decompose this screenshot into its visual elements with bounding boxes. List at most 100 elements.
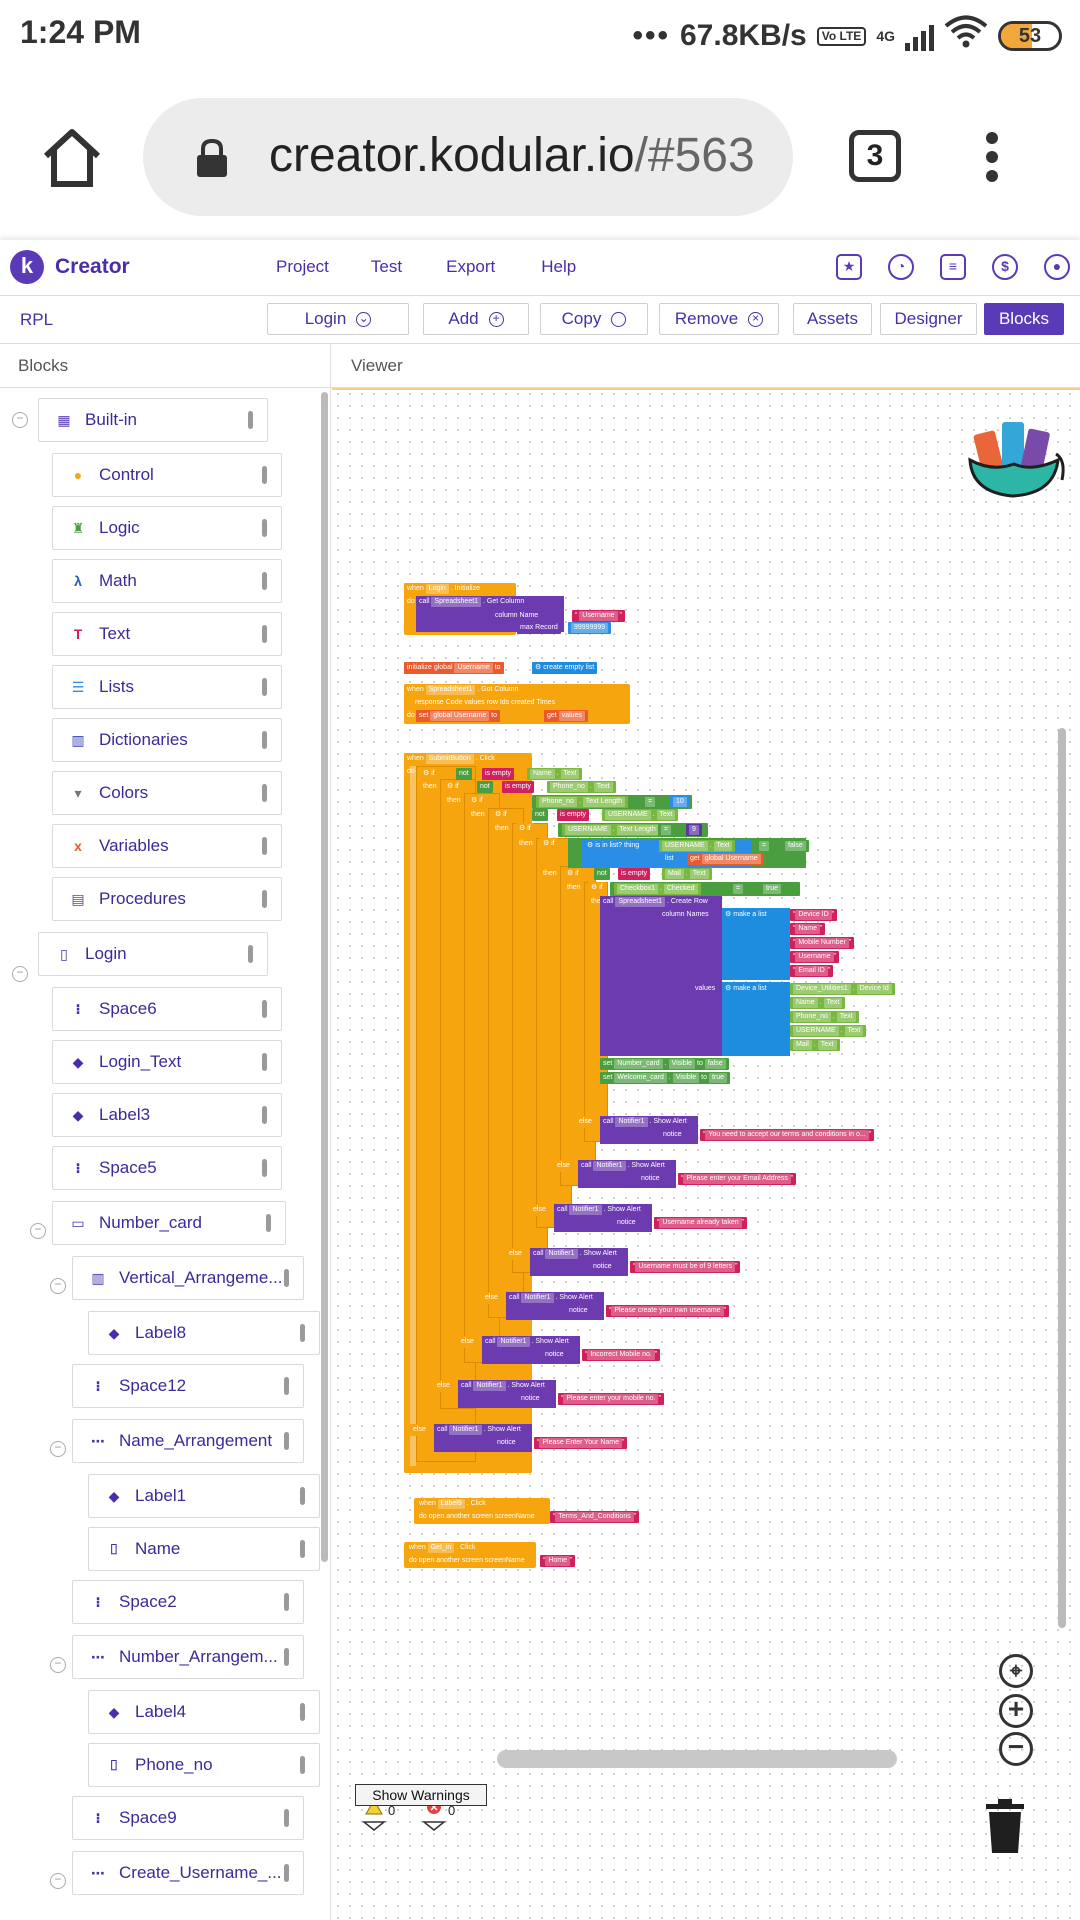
zoom-out-icon[interactable]: − bbox=[999, 1732, 1033, 1766]
blocks-button[interactable]: Blocks bbox=[984, 303, 1064, 335]
name-text-getter[interactable]: Name . Text bbox=[790, 997, 846, 1009]
tab-switcher-button[interactable]: 3 bbox=[849, 130, 901, 182]
tree-item-name[interactable]: ⌷ Name bbox=[88, 1527, 320, 1571]
tree-item-label1[interactable]: ◆ Label1 bbox=[88, 1474, 320, 1518]
tree-item-variables[interactable]: x Variables bbox=[52, 824, 282, 868]
number-ten-block[interactable]: 10 bbox=[670, 796, 690, 808]
set-welcome-card-visible[interactable]: set Welcome_card . Visible to true bbox=[600, 1072, 731, 1084]
backpack-icon[interactable] bbox=[962, 402, 1072, 502]
initialize-global-block[interactable]: initialize global Username to bbox=[404, 662, 504, 674]
drag-handle-icon[interactable] bbox=[262, 1053, 267, 1071]
is-empty-block[interactable]: is empty bbox=[502, 781, 535, 793]
not-block[interactable]: not bbox=[594, 868, 610, 880]
alert-message-string[interactable]: “Please Enter Your Name” bbox=[534, 1437, 628, 1449]
tree-item-space9[interactable]: ⁝ Space9 bbox=[72, 1796, 304, 1840]
kodular-logo[interactable]: k bbox=[10, 250, 44, 284]
checkbox-checked-getter[interactable]: Checkbox1 . Checked bbox=[614, 883, 701, 895]
col-item-string[interactable]: “Mobile Number” bbox=[790, 937, 855, 949]
drag-handle-icon[interactable] bbox=[248, 411, 253, 429]
open-screen-terms[interactable]: do open another screen screenName bbox=[416, 1511, 538, 1523]
tree-item-built-in[interactable]: ▦ Built-in bbox=[38, 398, 268, 442]
true-block[interactable]: true bbox=[760, 883, 785, 895]
username-text-getter[interactable]: USERNAME . Text bbox=[602, 809, 679, 821]
collapse-toggle-icon[interactable]: − bbox=[12, 966, 28, 982]
assets-button[interactable]: Assets bbox=[793, 303, 872, 335]
username-length-getter[interactable]: USERNAME . Text Length bbox=[562, 824, 662, 836]
address-bar[interactable]: creator.kodular.io/#563 bbox=[143, 98, 793, 216]
tree-item-number-arrangem[interactable]: ⋯ Number_Arrangem... bbox=[72, 1635, 304, 1679]
drag-handle-icon[interactable] bbox=[284, 1864, 289, 1882]
drag-handle-icon[interactable] bbox=[262, 1000, 267, 1018]
is-empty-block[interactable]: is empty bbox=[482, 768, 515, 780]
trash-icon[interactable] bbox=[984, 1798, 1026, 1854]
drag-handle-icon[interactable] bbox=[300, 1324, 305, 1342]
is-empty-block[interactable]: is empty bbox=[618, 868, 651, 880]
collapse-toggle-icon[interactable]: − bbox=[50, 1441, 66, 1457]
alert-message-string[interactable]: “Username already taken” bbox=[654, 1217, 747, 1229]
folder-star-icon[interactable]: ★ bbox=[836, 254, 862, 280]
drag-handle-icon[interactable] bbox=[262, 625, 267, 643]
col-item-string[interactable]: “Email ID” bbox=[790, 965, 834, 977]
show-warnings-button[interactable]: Show Warnings bbox=[355, 1784, 487, 1806]
tree-item-login-text[interactable]: ◆ Login_Text bbox=[52, 1040, 282, 1084]
tree-item-phone-no[interactable]: ⌷ Phone_no bbox=[88, 1743, 320, 1787]
create-empty-list-block[interactable]: ⚙ create empty list bbox=[532, 662, 598, 674]
tree-item-label8[interactable]: ◆ Label8 bbox=[88, 1311, 320, 1355]
collapse-toggle-icon[interactable]: − bbox=[50, 1278, 66, 1294]
equals-operator[interactable]: = bbox=[658, 824, 675, 836]
zoom-in-icon[interactable]: + bbox=[999, 1694, 1033, 1728]
tree-item-space5[interactable]: ⁝ Space5 bbox=[52, 1146, 282, 1190]
mail-text-getter[interactable]: Mail . Text bbox=[662, 868, 712, 880]
drag-handle-icon[interactable] bbox=[262, 466, 267, 484]
drag-handle-icon[interactable] bbox=[248, 945, 253, 963]
set-number-card-visible[interactable]: set Number_card . Visible to false bbox=[600, 1058, 729, 1070]
tree-item-colors[interactable]: ▾ Colors bbox=[52, 771, 282, 815]
tree-item-login[interactable]: ▯ Login bbox=[38, 932, 268, 976]
tree-item-create-username[interactable]: ⋯ Create_Username_... bbox=[72, 1851, 304, 1895]
is-empty-block[interactable]: is empty bbox=[557, 809, 590, 821]
drag-handle-icon[interactable] bbox=[300, 1487, 305, 1505]
screen-selector[interactable]: Login ⌄ bbox=[267, 303, 409, 335]
add-screen-button[interactable]: Add + bbox=[423, 303, 529, 335]
equals-operator[interactable]: = bbox=[730, 883, 747, 895]
drag-handle-icon[interactable] bbox=[266, 1214, 271, 1232]
tree-item-lists[interactable]: ☰ Lists bbox=[52, 665, 282, 709]
drag-handle-icon[interactable] bbox=[300, 1540, 305, 1558]
browser-menu-icon[interactable] bbox=[986, 132, 998, 182]
phone-length-getter[interactable]: Phone_no . Text Length bbox=[536, 796, 628, 808]
tree-item-space2[interactable]: ⁝ Space2 bbox=[72, 1580, 304, 1624]
alert-message-string[interactable]: “Please enter your Email Address” bbox=[678, 1173, 797, 1185]
alert-message-string[interactable]: “You need to accept our terms and condit… bbox=[700, 1129, 875, 1141]
palette-icon[interactable]: ◔ bbox=[888, 254, 914, 280]
recenter-icon[interactable]: ⌖ bbox=[999, 1654, 1033, 1688]
open-screen-home[interactable]: do open another screen screenName bbox=[406, 1555, 528, 1567]
get-global-username-block[interactable]: get global Username bbox=[687, 853, 764, 865]
col-item-string[interactable]: “Device ID” bbox=[790, 909, 838, 921]
not-block[interactable]: not bbox=[532, 809, 548, 821]
alert-message-string[interactable]: “Incorrect Mobile no.” bbox=[582, 1349, 661, 1361]
drag-handle-icon[interactable] bbox=[262, 890, 267, 908]
alert-message-string[interactable]: “Username must be of 9 letters” bbox=[630, 1261, 741, 1273]
tree-item-label3[interactable]: ◆ Label3 bbox=[52, 1093, 282, 1137]
drag-handle-icon[interactable] bbox=[262, 1159, 267, 1177]
drag-handle-icon[interactable] bbox=[262, 784, 267, 802]
not-block[interactable]: not bbox=[477, 781, 493, 793]
drag-handle-icon[interactable] bbox=[284, 1377, 289, 1395]
tree-item-name-arrangement[interactable]: ⋯ Name_Arrangement bbox=[72, 1419, 304, 1463]
alert-message-string[interactable]: “Please create your own username” bbox=[606, 1305, 729, 1317]
max-record-number[interactable]: 99999999 bbox=[568, 622, 612, 634]
get-values-block[interactable]: get values bbox=[544, 710, 588, 722]
catalog-icon[interactable]: ≡ bbox=[940, 254, 966, 280]
home-icon[interactable] bbox=[40, 128, 104, 188]
tree-item-dictionaries[interactable]: ▥ Dictionaries bbox=[52, 718, 282, 762]
blocks-workspace[interactable]: ⌖ + − 0 0 Show Warnings when Login . Ini… bbox=[332, 388, 1080, 1920]
collapse-toggle-icon[interactable]: − bbox=[12, 412, 28, 428]
tree-item-space6[interactable]: ⁝ Space6 bbox=[52, 987, 282, 1031]
username-text-getter[interactable]: USERNAME . Text bbox=[790, 1025, 867, 1037]
col-item-string[interactable]: “Username” bbox=[790, 951, 839, 963]
tree-item-procedures[interactable]: ▤ Procedures bbox=[52, 877, 282, 921]
set-global-username-block[interactable]: set global Username to bbox=[416, 710, 501, 722]
tree-item-logic[interactable]: ♜ Logic bbox=[52, 506, 282, 550]
copy-screen-button[interactable]: Copy bbox=[540, 303, 648, 335]
alert-message-string[interactable]: “Please enter your mobile no.” bbox=[558, 1393, 664, 1405]
